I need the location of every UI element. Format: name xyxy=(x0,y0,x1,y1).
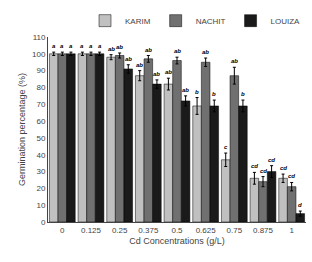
svg-text:ab: ab xyxy=(202,49,209,55)
svg-text:ab: ab xyxy=(125,56,132,62)
svg-text:ab: ab xyxy=(165,69,172,75)
svg-text:0: 0 xyxy=(41,218,46,227)
svg-text:cd: cd xyxy=(280,165,287,171)
svg-text:40: 40 xyxy=(36,151,45,160)
svg-text:ab: ab xyxy=(108,46,115,52)
svg-text:a: a xyxy=(60,43,64,49)
svg-text:ab: ab xyxy=(182,87,189,93)
svg-text:ab: ab xyxy=(136,62,143,68)
svg-text:NACHIT: NACHIT xyxy=(196,17,226,26)
svg-text:Cd Concentrations (g/L): Cd Concentrations (g/L) xyxy=(129,236,225,246)
svg-text:80: 80 xyxy=(36,83,45,92)
svg-text:30: 30 xyxy=(36,167,45,176)
svg-text:b: b xyxy=(195,89,199,95)
svg-text:60: 60 xyxy=(36,117,45,126)
svg-text:0.625: 0.625 xyxy=(196,226,217,235)
svg-text:cd: cd xyxy=(260,168,267,174)
svg-text:ab: ab xyxy=(153,71,160,77)
svg-text:a: a xyxy=(80,43,84,49)
svg-text:d: d xyxy=(298,202,302,208)
svg-text:a: a xyxy=(98,43,102,49)
svg-text:0.125: 0.125 xyxy=(81,226,102,235)
svg-text:0.5: 0.5 xyxy=(171,226,183,235)
svg-text:a: a xyxy=(69,43,73,49)
svg-text:70: 70 xyxy=(36,100,45,109)
svg-text:100: 100 xyxy=(32,50,46,59)
svg-text:c: c xyxy=(224,144,228,150)
svg-text:ab: ab xyxy=(116,44,123,50)
svg-text:cd: cd xyxy=(268,157,275,163)
svg-text:cd: cd xyxy=(288,173,295,179)
svg-text:10: 10 xyxy=(36,201,45,210)
svg-text:b: b xyxy=(241,91,245,97)
svg-text:Germination percentage (%): Germination percentage (%) xyxy=(17,73,27,186)
svg-text:0.25: 0.25 xyxy=(112,226,128,235)
svg-text:90: 90 xyxy=(36,66,45,75)
svg-text:20: 20 xyxy=(36,184,45,193)
svg-text:a: a xyxy=(89,43,93,49)
svg-text:0.875: 0.875 xyxy=(253,226,274,235)
svg-text:0: 0 xyxy=(60,226,65,235)
svg-text:ab: ab xyxy=(174,48,181,54)
svg-text:0.375: 0.375 xyxy=(138,226,159,235)
svg-text:ab: ab xyxy=(145,47,152,53)
svg-text:50: 50 xyxy=(36,134,45,143)
svg-text:1: 1 xyxy=(289,226,294,235)
svg-text:110: 110 xyxy=(33,33,46,42)
svg-text:KARIM: KARIM xyxy=(125,17,151,26)
svg-text:ab: ab xyxy=(231,58,238,64)
svg-text:0.75: 0.75 xyxy=(227,226,243,235)
svg-text:cd: cd xyxy=(251,163,258,169)
svg-text:b: b xyxy=(212,91,216,97)
svg-text:LOUIZA: LOUIZA xyxy=(271,17,301,26)
svg-text:a: a xyxy=(52,43,56,49)
